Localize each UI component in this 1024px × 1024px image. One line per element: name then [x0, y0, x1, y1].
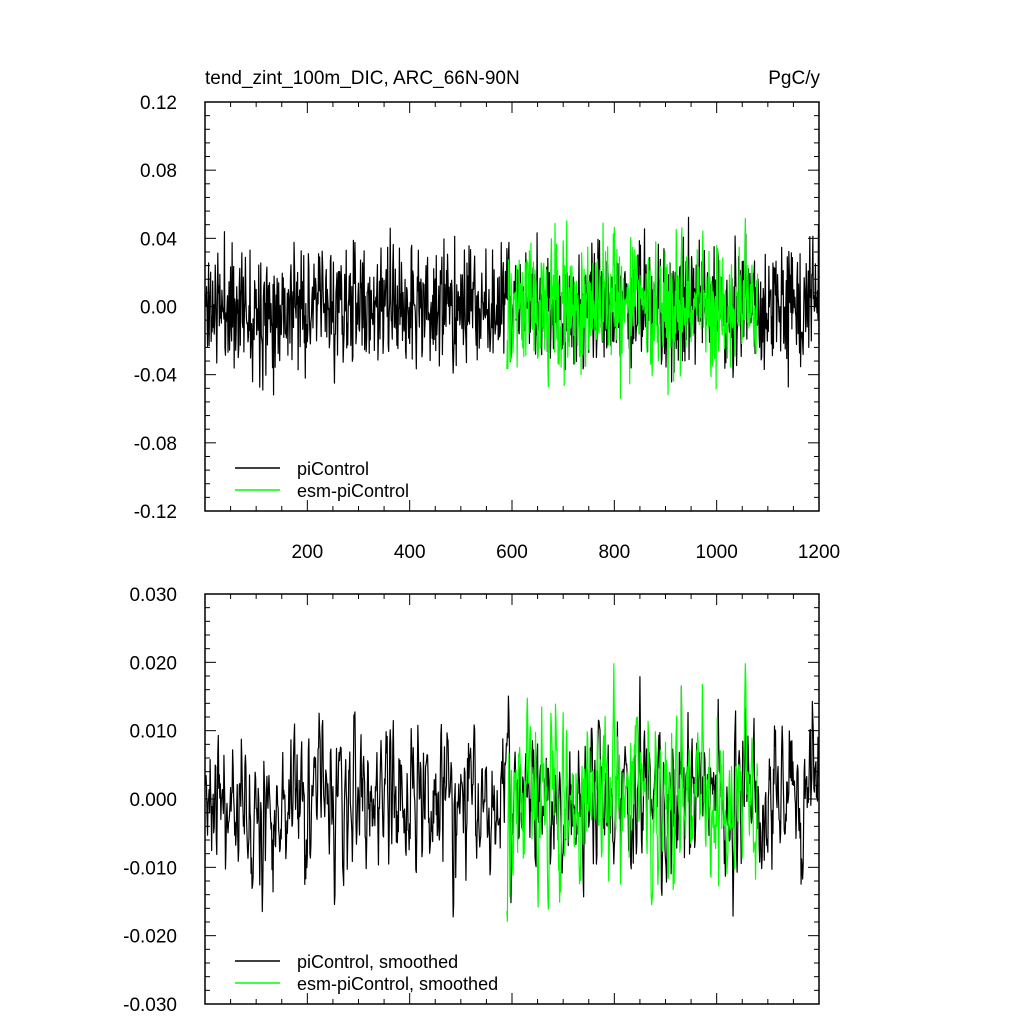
y-tick-label: -0.010	[123, 858, 177, 879]
x-tick-label: 400	[394, 542, 426, 563]
y-tick-label: 0.12	[140, 93, 177, 114]
y-tick-label: -0.04	[134, 366, 178, 387]
top-panel-units: PgC/y	[768, 68, 820, 89]
bottom-panel-frame	[204, 593, 820, 1005]
y-tick-label: 0.010	[129, 722, 177, 743]
legend-label-esm-picontrol: esm-piControl	[297, 481, 409, 501]
series-line-esm-picontrol	[506, 217, 759, 399]
legend-label-picontrol: piControl	[297, 459, 369, 479]
y-tick-label: -0.030	[123, 995, 177, 1016]
top-panel-legend: piControl esm-piControl	[235, 459, 409, 501]
y-tick-label: -0.020	[123, 927, 177, 948]
x-tick-label: 1000	[696, 542, 738, 563]
y-tick-label: 0.000	[129, 790, 177, 811]
bottom-panel-plot-area	[204, 663, 820, 922]
y-tick-label: -0.08	[134, 434, 177, 455]
bottom-panel-y-tick-labels: -0.030 -0.020 -0.010 0.000 0.010 0.020 0.030	[123, 585, 177, 1016]
top-panel-y-tick-labels: -0.12 -0.08 -0.04 0.00 0.04 0.08 0.12	[134, 93, 178, 523]
legend-label-picontrol-smoothed: piControl, smoothed	[297, 952, 458, 972]
x-tick-label: 600	[496, 542, 528, 563]
y-tick-label: 0.08	[140, 161, 177, 182]
top-panel-plot-area	[204, 216, 820, 399]
bottom-panel: -0.030 -0.020 -0.010 0.000 0.010 0.020 0.030 p…	[123, 585, 820, 1016]
top-panel-title: tend_zint_100m_DIC, ARC_66N-90N	[205, 68, 520, 89]
x-tick-label: 200	[291, 542, 323, 563]
y-tick-label: 0.00	[140, 298, 177, 319]
x-tick-label: 800	[598, 542, 630, 563]
y-tick-label: 0.030	[129, 585, 177, 606]
top-panel-frame	[204, 101, 820, 512]
y-tick-label: 0.04	[140, 229, 177, 250]
y-tick-label: 0.020	[129, 653, 177, 674]
y-tick-label: -0.12	[134, 502, 177, 523]
top-panel-x-tick-labels: 200 400 600 800 1000 1200	[291, 542, 840, 563]
series-line-esm-picontrol-smoothed	[506, 663, 759, 922]
bottom-panel-ticks	[205, 593, 820, 1005]
bottom-panel-legend: piControl, smoothed esm-piControl, smoot…	[235, 952, 498, 994]
top-panel: tend_zint_100m_DIC, ARC_66N-90N PgC/y -0…	[134, 68, 840, 563]
x-tick-label: 1200	[798, 542, 840, 563]
legend-label-esm-picontrol-smoothed: esm-piControl, smoothed	[297, 974, 498, 994]
